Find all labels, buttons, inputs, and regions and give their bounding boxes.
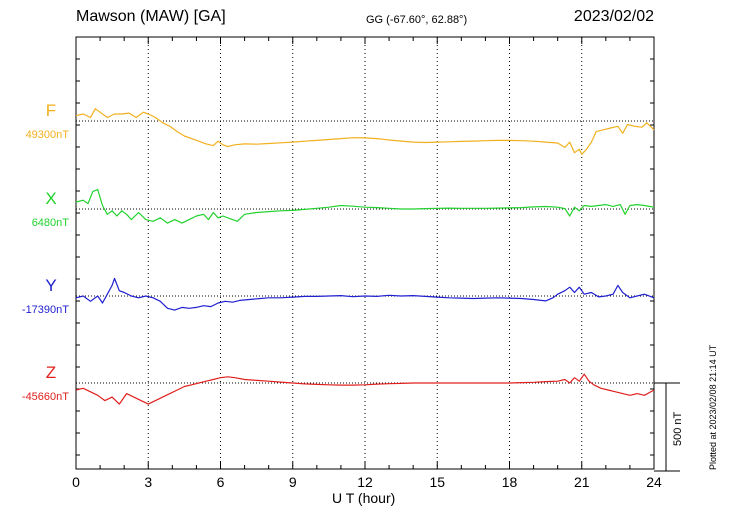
plotted-timestamp: Plotted at 2023/02/08 21:14 UT bbox=[708, 344, 718, 470]
x-tick-label-18: 18 bbox=[502, 474, 518, 490]
series-name-y: Y bbox=[45, 276, 56, 295]
chart-date: 2023/02/02 bbox=[573, 8, 654, 25]
baseline-label-f: 49300nT bbox=[26, 129, 70, 141]
baseline-label-z: -45660nT bbox=[22, 391, 69, 403]
x-tick-label-24: 24 bbox=[646, 474, 662, 490]
station-title: Mawson (MAW) [GA] bbox=[76, 8, 226, 25]
series-name-x: X bbox=[45, 189, 56, 208]
series-name-f: F bbox=[46, 101, 56, 120]
series-name-z: Z bbox=[46, 363, 56, 382]
x-axis-label: U T (hour) bbox=[332, 490, 396, 506]
trace-y bbox=[75, 277, 655, 311]
trace-x bbox=[75, 189, 655, 224]
scale-bar-label: 500 nT bbox=[672, 411, 684, 446]
baseline-label-x: 6480nT bbox=[32, 217, 70, 229]
trace-z bbox=[75, 373, 655, 405]
trace-f bbox=[75, 108, 655, 155]
geographic-coordinates: GG (-67.60°, 62.88°) bbox=[366, 14, 468, 26]
x-tick-label-0: 0 bbox=[72, 474, 80, 490]
x-tick-label-3: 3 bbox=[144, 474, 152, 490]
x-tick-label-12: 12 bbox=[357, 474, 373, 490]
baseline-label-y: -17390nT bbox=[22, 304, 69, 316]
x-tick-label-6: 6 bbox=[217, 474, 225, 490]
x-tick-label-9: 9 bbox=[289, 474, 297, 490]
x-tick-label-15: 15 bbox=[429, 474, 445, 490]
x-tick-label-21: 21 bbox=[574, 474, 590, 490]
